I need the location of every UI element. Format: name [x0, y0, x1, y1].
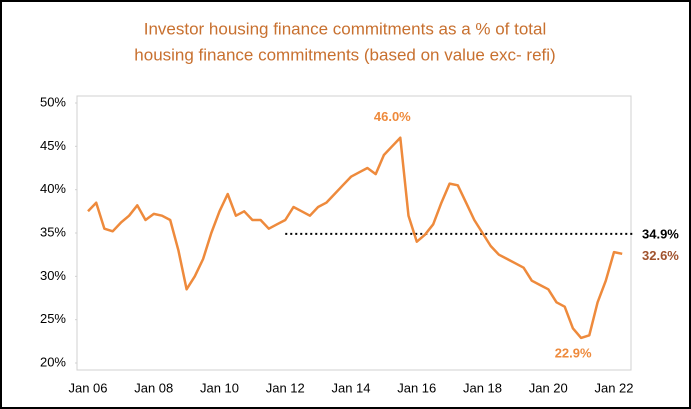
x-tick-label: Jan 10 [200, 380, 239, 395]
chart-title: Investor housing finance commitments as … [144, 19, 547, 38]
x-tick-label: Jan 06 [68, 380, 107, 395]
y-tick-label: 25% [40, 311, 66, 326]
x-tick-label: Jan 14 [331, 380, 370, 395]
x-tick-label: Jan 08 [134, 380, 173, 395]
y-tick-label: 20% [40, 354, 66, 369]
chart-title: housing finance commitments (based on va… [134, 45, 555, 64]
data-label: 46.0% [374, 109, 411, 124]
x-tick-label: Jan 20 [529, 380, 568, 395]
x-tick-label: Jan 16 [397, 380, 436, 395]
line-series [87, 136, 623, 340]
y-tick-label: 40% [40, 181, 66, 196]
y-tick-label: 50% [40, 94, 66, 109]
y-tick-label: 45% [40, 138, 66, 153]
data-label: 32.6% [642, 248, 679, 263]
y-tick-label: 35% [40, 224, 66, 239]
x-tick-label: Jan 12 [266, 380, 305, 395]
x-tick-label: Jan 22 [594, 380, 633, 395]
reference-label: 34.9% [642, 226, 679, 241]
x-tick-label: Jan 18 [463, 380, 502, 395]
data-label: 22.9% [555, 345, 592, 360]
y-tick-label: 30% [40, 268, 66, 283]
